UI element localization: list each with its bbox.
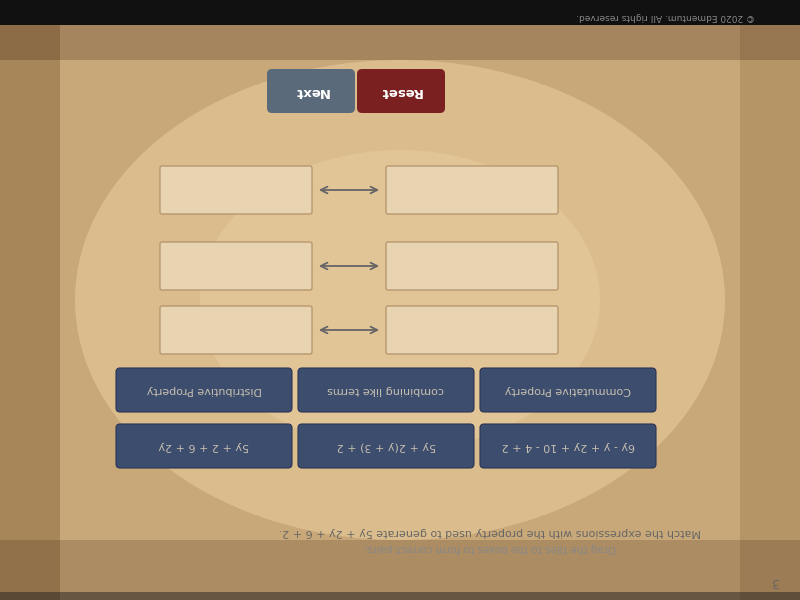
Text: combining like terms: combining like terms bbox=[327, 385, 445, 395]
FancyBboxPatch shape bbox=[116, 368, 292, 412]
FancyBboxPatch shape bbox=[386, 242, 558, 290]
Bar bbox=[740, 0, 800, 600]
Text: Commutative Property: Commutative Property bbox=[505, 385, 631, 395]
FancyBboxPatch shape bbox=[480, 424, 656, 468]
Text: Next: Next bbox=[294, 85, 329, 97]
Text: Match the expressions with the property used to generate 5y + 2y + 6 + 2.: Match the expressions with the property … bbox=[278, 527, 702, 537]
Ellipse shape bbox=[75, 60, 725, 540]
Text: © 2020 Edmentum. All rights reserved.: © 2020 Edmentum. All rights reserved. bbox=[576, 11, 755, 20]
FancyBboxPatch shape bbox=[298, 424, 474, 468]
Text: Reset: Reset bbox=[380, 85, 422, 97]
Text: Distributive Property: Distributive Property bbox=[146, 385, 262, 395]
FancyBboxPatch shape bbox=[116, 424, 292, 468]
Bar bbox=[0, 540, 800, 600]
FancyBboxPatch shape bbox=[160, 306, 312, 354]
Bar bbox=[0, 592, 800, 600]
Text: 3: 3 bbox=[771, 575, 779, 589]
Ellipse shape bbox=[200, 150, 600, 450]
FancyBboxPatch shape bbox=[160, 242, 312, 290]
Text: 6y - y + 2y + 10 - 4 + 2: 6y - y + 2y + 10 - 4 + 2 bbox=[502, 441, 634, 451]
FancyBboxPatch shape bbox=[386, 306, 558, 354]
FancyBboxPatch shape bbox=[357, 69, 445, 113]
FancyBboxPatch shape bbox=[480, 368, 656, 412]
FancyBboxPatch shape bbox=[267, 69, 355, 113]
Bar bbox=[0, 0, 60, 600]
Text: Drag the tiles to the boxes to form correct pairs.: Drag the tiles to the boxes to form corr… bbox=[364, 543, 616, 553]
Text: 5y + 2 + 6 + 2y: 5y + 2 + 6 + 2y bbox=[158, 441, 250, 451]
FancyBboxPatch shape bbox=[298, 368, 474, 412]
Bar bbox=[0, 0, 800, 60]
FancyBboxPatch shape bbox=[386, 166, 558, 214]
Text: 5y + 2(y + 3) + 2: 5y + 2(y + 3) + 2 bbox=[336, 441, 436, 451]
Bar bbox=[0, 0, 800, 25]
FancyBboxPatch shape bbox=[160, 166, 312, 214]
